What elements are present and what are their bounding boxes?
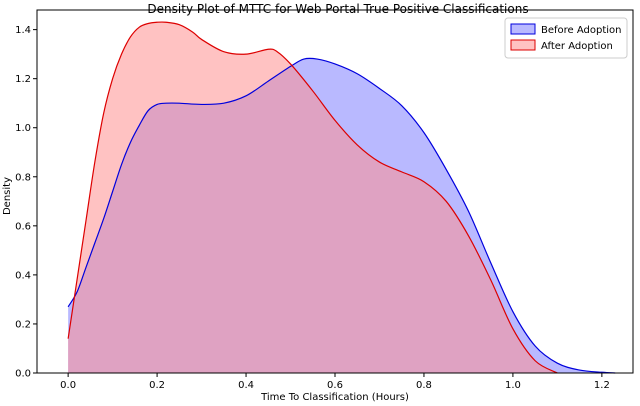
- legend-swatch-after: [510, 39, 536, 51]
- y-tick-label: 1.2: [15, 74, 31, 85]
- y-tick-label: 0.0: [15, 369, 31, 380]
- y-tick-label: 0.8: [15, 172, 31, 183]
- legend-swatch-before: [510, 23, 536, 35]
- density-line-0: [67, 57, 616, 374]
- plot-frame: [36, 9, 634, 374]
- x-tick-label: 0.8: [416, 380, 432, 391]
- x-tick-label: 1.0: [505, 380, 521, 391]
- x-tick-label: 1.2: [594, 380, 610, 391]
- x-tick-label: 0.0: [60, 380, 76, 391]
- y-tick-label: 0.2: [15, 319, 31, 330]
- density-line-1: [67, 21, 558, 374]
- chart-title: Density Plot of MTTC for Web Portal True…: [147, 2, 528, 16]
- legend: Before Adoption After Adoption: [504, 17, 628, 59]
- density-area-1: [68, 22, 558, 373]
- x-axis: 0.0 0.2 0.4 0.6 0.8 1.0 1.2: [60, 373, 610, 391]
- x-axis-label: Time To Classification (Hours): [260, 392, 409, 403]
- legend-label-after: After Adoption: [541, 41, 613, 52]
- y-tick-label: 1.4: [15, 25, 31, 36]
- plot-area: [67, 21, 616, 374]
- x-tick-label: 0.2: [149, 380, 165, 391]
- y-tick-label: 1.0: [15, 123, 31, 134]
- x-tick-label: 0.4: [238, 380, 254, 391]
- x-tick-label: 0.6: [327, 380, 343, 391]
- y-axis: 0.0 0.2 0.4 0.6 0.8 1.0 1.2 1.4: [15, 25, 37, 380]
- y-axis-label: Density: [2, 177, 13, 215]
- y-tick-label: 0.4: [15, 270, 31, 281]
- legend-label-before: Before Adoption: [541, 25, 622, 36]
- y-tick-label: 0.6: [15, 221, 31, 232]
